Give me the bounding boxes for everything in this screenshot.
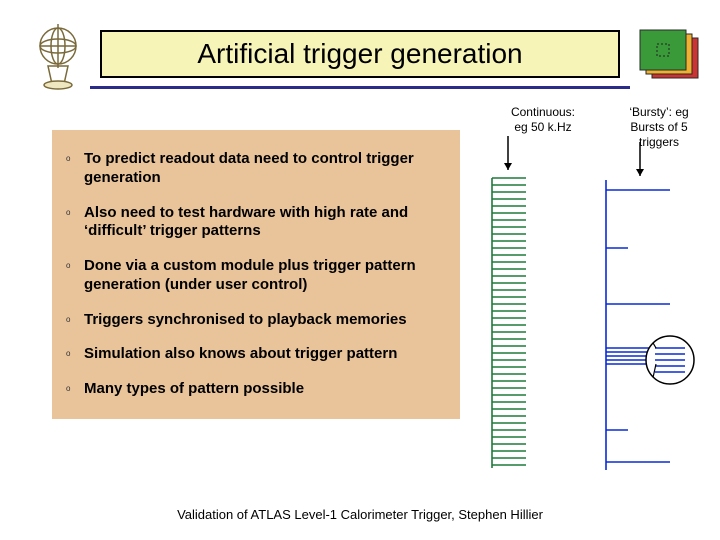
bullet-text: Simulation also knows about trigger patt… — [84, 345, 397, 364]
list-item: oMany types of pattern possible — [66, 380, 446, 399]
label-continuous-l1: Continuous: — [511, 105, 575, 119]
bullet-marker: o — [66, 257, 84, 275]
list-item: oTo predict readout data need to control… — [66, 150, 446, 188]
bullet-marker: o — [66, 150, 84, 168]
bullet-marker: o — [66, 311, 84, 329]
bullet-marker: o — [66, 345, 84, 363]
trigger-patterns-svg — [470, 130, 706, 480]
label-bursty-l1: ‘Bursty’: eg — [629, 105, 688, 119]
bullet-text: Triggers synchronised to playback memori… — [84, 311, 407, 330]
title-box: Artificial trigger generation — [100, 30, 620, 78]
corner-decoration — [638, 28, 702, 80]
bullet-text: To predict readout data need to control … — [84, 150, 446, 188]
bullet-marker: o — [66, 204, 84, 222]
atlas-sphere-icon — [30, 22, 86, 92]
list-item: oAlso need to test hardware with high ra… — [66, 204, 446, 242]
slide-title: Artificial trigger generation — [197, 38, 522, 70]
list-item: oTriggers synchronised to playback memor… — [66, 311, 446, 330]
bullet-marker: o — [66, 380, 84, 398]
list-item: oSimulation also knows about trigger pat… — [66, 345, 446, 364]
bullet-text: Many types of pattern possible — [84, 380, 304, 399]
bullet-text: Done via a custom module plus trigger pa… — [84, 257, 446, 295]
bullet-text: Also need to test hardware with high rat… — [84, 204, 446, 242]
bullet-panel: oTo predict readout data need to control… — [52, 130, 460, 419]
trigger-patterns — [470, 130, 706, 480]
footer-text: Validation of ATLAS Level-1 Calorimeter … — [0, 507, 720, 522]
corner-decoration-svg — [638, 28, 702, 80]
slide-root: Artificial trigger generation Continuous… — [0, 0, 720, 540]
list-item: oDone via a custom module plus trigger p… — [66, 257, 446, 295]
title-rule — [90, 86, 630, 89]
